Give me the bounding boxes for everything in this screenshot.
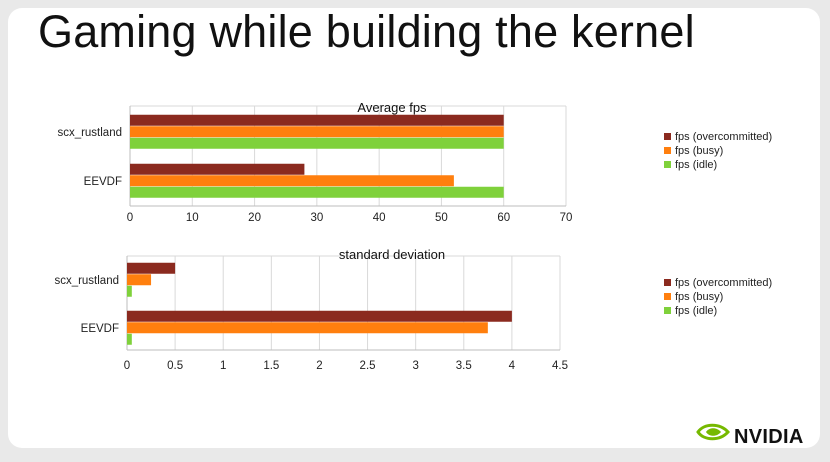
nvidia-logo-icon [696, 423, 731, 441]
bar [127, 274, 152, 286]
legend-label: fps (overcommitted) [675, 277, 772, 289]
bar [130, 186, 504, 198]
bar [130, 114, 504, 126]
legend-swatch [664, 133, 671, 140]
x-tick-label: 0 [127, 212, 133, 224]
category-label: scx_rustland [57, 127, 122, 139]
bar [127, 333, 132, 345]
x-tick-label: 20 [248, 212, 261, 224]
slide-background [8, 8, 820, 448]
legend-swatch [664, 279, 671, 286]
bar [127, 322, 488, 334]
legend-swatch [664, 161, 671, 168]
bar [130, 175, 454, 187]
slide-title: Gaming while building the kernel [38, 6, 695, 57]
x-tick-label: 3 [412, 360, 418, 372]
chart-title: Average fps [357, 100, 427, 115]
bar [127, 262, 176, 274]
x-tick-label: 2 [316, 360, 322, 372]
x-tick-label: 4 [509, 360, 516, 372]
category-label: EEVDF [84, 176, 122, 188]
category-label: EEVDF [81, 323, 119, 335]
x-tick-label: 1 [220, 360, 226, 372]
legend-label: fps (busy) [675, 145, 723, 157]
legend-label: fps (idle) [675, 159, 717, 171]
x-tick-label: 2.5 [360, 360, 376, 372]
legend-label: fps (overcommitted) [675, 131, 772, 143]
nvidia-wordmark: NVIDIA [734, 426, 804, 448]
x-tick-label: 10 [186, 212, 199, 224]
legend-label: fps (idle) [675, 305, 717, 317]
legend-label: fps (busy) [675, 291, 723, 303]
bar [127, 285, 132, 297]
bar [130, 126, 504, 138]
category-label: scx_rustland [54, 275, 119, 287]
legend-swatch [664, 307, 671, 314]
legend-swatch [664, 293, 671, 300]
bar [127, 310, 512, 322]
x-tick-label: 3.5 [456, 360, 472, 372]
x-tick-label: 4.5 [552, 360, 568, 372]
bar [130, 163, 305, 175]
x-tick-label: 60 [497, 212, 510, 224]
chart-title: standard deviation [339, 247, 445, 262]
x-tick-label: 1.5 [263, 360, 279, 372]
x-tick-label: 50 [435, 212, 448, 224]
bar [130, 137, 504, 149]
x-tick-label: 0 [124, 360, 130, 372]
legend-swatch [664, 147, 671, 154]
x-tick-label: 30 [310, 212, 323, 224]
x-tick-label: 0.5 [167, 360, 183, 372]
x-tick-label: 40 [373, 212, 386, 224]
x-tick-label: 70 [560, 212, 573, 224]
